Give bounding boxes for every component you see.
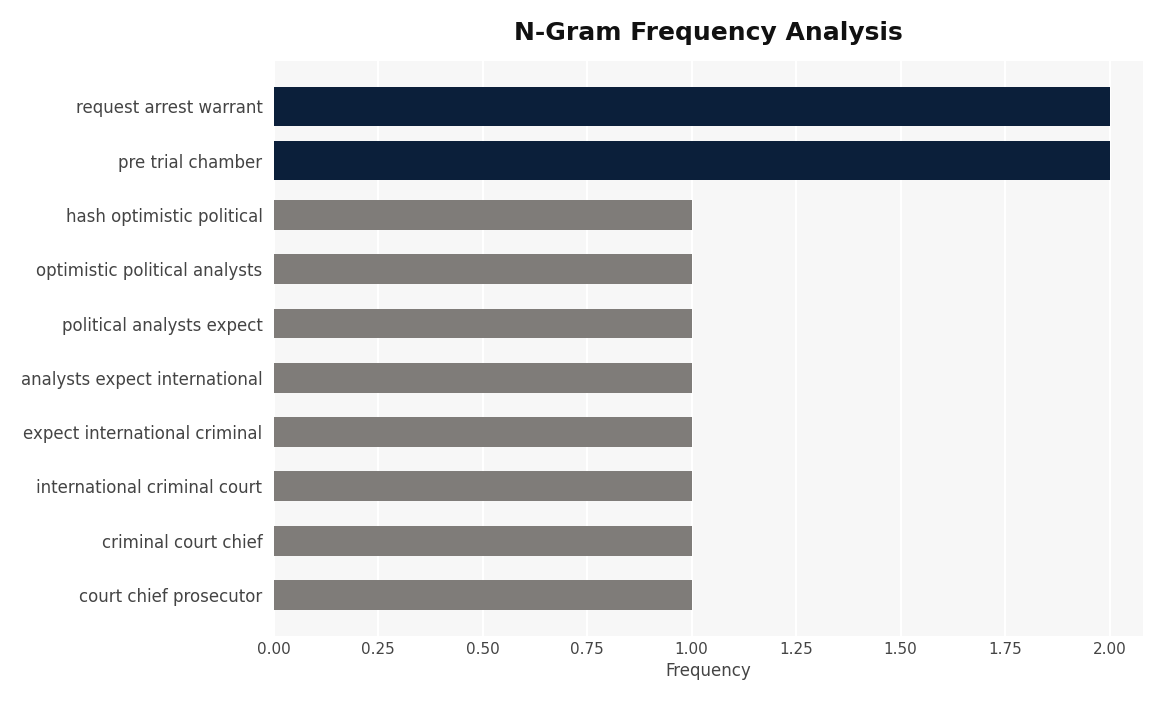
X-axis label: Frequency: Frequency bbox=[666, 662, 751, 680]
Title: N-Gram Frequency Analysis: N-Gram Frequency Analysis bbox=[514, 21, 903, 45]
Bar bbox=[274, 254, 691, 284]
Bar bbox=[274, 472, 691, 501]
Bar bbox=[274, 141, 1109, 180]
Bar bbox=[274, 200, 691, 230]
Bar bbox=[274, 363, 691, 393]
Bar bbox=[274, 417, 691, 447]
Bar bbox=[274, 308, 691, 339]
Bar bbox=[274, 526, 691, 556]
Bar bbox=[274, 87, 1109, 126]
Bar bbox=[274, 580, 691, 610]
